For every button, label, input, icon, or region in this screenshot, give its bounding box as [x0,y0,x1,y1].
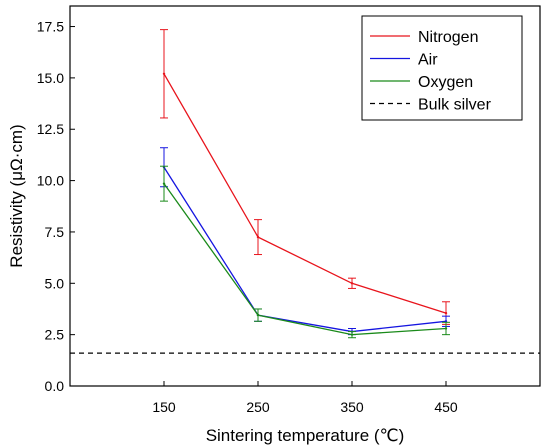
y-tick-label: 2.5 [45,327,65,343]
legend-label: Oxygen [418,74,473,91]
data-point-oxygen-350 [350,333,354,336]
data-point-oxygen-450 [444,327,448,330]
x-tick-label: 250 [246,399,270,415]
data-point-nitrogen-450 [444,311,448,315]
series-line-oxygen [163,183,447,336]
data-point-nitrogen-350 [350,282,354,285]
legend-entry-air: Air [370,52,438,69]
series-line-air [163,166,447,333]
y-tick-label: 10.0 [37,173,64,189]
y-tick-label: 0.0 [45,378,65,394]
legend-label: Bulk silver [418,97,492,114]
legend-label: Nitrogen [418,29,478,46]
x-tick-label: 150 [152,399,176,415]
y-axis-title: Resistivity (μΩ·cm) [7,124,26,267]
axis-ticks: 0.0 2.5 5.0 7.5 10.0 12.5 15.0 17.5 150 250 350 450 [37,19,458,415]
y-tick-label: 17.5 [37,19,64,35]
x-tick-label: 350 [340,399,364,415]
series-line-nitrogen [163,73,447,314]
plot-area [70,29,540,354]
x-tick-label: 450 [434,399,458,415]
y-tick-label: 15.0 [37,70,64,86]
y-tick-label: 7.5 [45,224,65,240]
legend-label: Air [418,52,438,69]
x-axis-title: Sintering temperature (℃) [206,426,405,445]
data-point-nitrogen-250 [256,235,260,239]
data-point-oxygen-250 [256,313,260,317]
y-tick-label: 12.5 [37,121,64,137]
data-point-nitrogen-150 [162,72,166,75]
data-point-oxygen-150 [162,182,166,185]
legend-entry-nitrogen: Nitrogen [370,29,478,46]
y-tick-label: 5.0 [45,275,65,291]
legend: Nitrogen Air Oxygen Bulk silver [361,15,523,121]
legend-box [361,15,523,121]
plot-frame [69,5,541,387]
legend-entry-oxygen: Oxygen [370,74,473,91]
legend-entry-bulk-silver: Bulk silver [370,97,492,114]
